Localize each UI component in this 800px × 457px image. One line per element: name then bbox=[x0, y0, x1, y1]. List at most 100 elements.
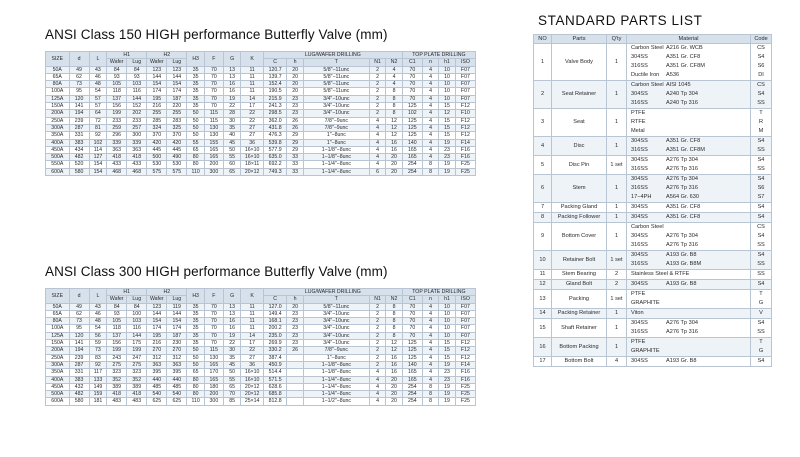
table-cell: 10 bbox=[438, 309, 456, 319]
table-cell: 3/4"−10unc bbox=[302, 317, 370, 326]
material-spec: A240 Tp 316 bbox=[666, 100, 698, 106]
table-cell: 11 bbox=[240, 317, 264, 326]
header-c: C bbox=[262, 295, 288, 304]
table-cell: 7/8"−9unc bbox=[302, 346, 370, 355]
table-cell: 255 bbox=[146, 109, 168, 118]
table-cell: 20×12 bbox=[240, 390, 264, 399]
part-number: 14 bbox=[533, 308, 552, 319]
table-cell: 4 bbox=[368, 368, 387, 377]
table-cell: 199 bbox=[106, 109, 128, 118]
material-name: 304SS bbox=[631, 138, 648, 144]
header-n: n bbox=[421, 295, 440, 304]
part-qty: 1 set bbox=[606, 250, 627, 270]
table-cell: 144 bbox=[166, 72, 188, 82]
table-cell: 125 bbox=[401, 102, 423, 111]
part-qty: 1 bbox=[606, 212, 627, 223]
material-name: 304SS bbox=[631, 157, 648, 163]
table-cell: 18×11 bbox=[240, 160, 264, 169]
table-cell: 35 bbox=[186, 65, 205, 74]
table-cell: 125 bbox=[401, 346, 423, 355]
table-cell: 130 bbox=[203, 353, 224, 362]
table-cell: 254 bbox=[401, 390, 423, 399]
table-cell: 154 bbox=[88, 167, 108, 177]
table-cell: 514.4 bbox=[262, 368, 288, 377]
header-lug: Lug bbox=[126, 58, 148, 67]
table-cell: 70 bbox=[401, 80, 423, 89]
table-cell: 84 bbox=[126, 302, 148, 311]
table-cell: 127.0 bbox=[262, 302, 288, 311]
table-cell: 55 bbox=[222, 375, 242, 384]
table-row: 80A 73 48 105 103 154 154 35 70 16 11 152.4 20 5/8"−1… bbox=[45, 80, 477, 89]
table-cell: 12 bbox=[385, 131, 403, 140]
table-cell: 46 bbox=[88, 72, 108, 82]
table-cell: 500A bbox=[45, 390, 70, 399]
material-line: Stainless Steel & RTFE bbox=[631, 271, 748, 279]
table-cell: 70 bbox=[401, 317, 423, 326]
table-cell: 1−1/8"−8unc bbox=[302, 145, 370, 155]
table-row: 600A 580 181 483 483 625 625 110 300 85 25×14 812.8… bbox=[45, 397, 477, 406]
table-cell: 13 bbox=[222, 302, 242, 311]
table-cell: 81 bbox=[88, 123, 108, 133]
table-cell: 8 bbox=[421, 390, 440, 399]
material-line: 304SS A240 Tp 304 bbox=[631, 90, 748, 99]
table-row: 250A 239 83 243 247 312 312 50 130 35 27 387.4 1"−8u… bbox=[45, 353, 477, 362]
header-d: d bbox=[68, 288, 90, 304]
table-cell: 8 bbox=[421, 382, 440, 392]
table-cell: F12 bbox=[454, 339, 477, 348]
part-number: 10 bbox=[533, 250, 552, 270]
part-number: 15 bbox=[533, 318, 552, 338]
table-cell: 16 bbox=[385, 138, 403, 147]
class300-table-body: 50A 49 43 84 84 123 119 35 70 13 11 127.0 20 5/8"−11u… bbox=[45, 302, 477, 406]
table-cell: 50 bbox=[186, 353, 205, 362]
material-line: 316SS A276 Tp 316 bbox=[631, 165, 748, 174]
table-row: 50A 49 43 84 84 123 119 35 70 13 11 127.0 20 5/8"−11u… bbox=[45, 302, 477, 311]
material-code: SS bbox=[757, 242, 765, 248]
part-name: Packing Gland bbox=[551, 202, 607, 213]
table-cell: 440 bbox=[146, 375, 168, 384]
material-code: S4 bbox=[757, 233, 765, 239]
part-material: 304SS A351 Gr. CF8 316SS A351 Gr. CF8M bbox=[626, 136, 751, 156]
header-h1: H1 bbox=[106, 287, 148, 297]
material-spec: A276 Tp 304 bbox=[666, 320, 698, 326]
table-cell: 3/4"−10unc bbox=[302, 94, 370, 104]
header-n1: N1 bbox=[368, 58, 387, 67]
table-cell: 70 bbox=[401, 87, 423, 96]
part-name: Seat bbox=[551, 108, 607, 137]
header-size: SIZE bbox=[45, 288, 70, 304]
table-cell: 55 bbox=[186, 138, 205, 147]
header-lug-drilling: LUG/WAFER DRILLING bbox=[262, 287, 403, 297]
parts-row: 12 Gland Bolt 2 304SS A193 Gr. B8 S4 bbox=[533, 279, 772, 290]
table-row: 600A 580 154 468 468 575 575 110 300 65 20×12 749.3… bbox=[45, 167, 477, 177]
part-code: CS S4 SS bbox=[750, 222, 772, 251]
table-cell: 4 bbox=[421, 109, 440, 118]
material-spec: A276 Tp 316 bbox=[666, 166, 698, 172]
table-cell: 580 bbox=[68, 167, 90, 177]
part-material: PTFE RTFE Metal bbox=[626, 108, 751, 137]
table-cell: 100A bbox=[45, 87, 70, 96]
part-name: Packing bbox=[551, 289, 607, 309]
header-h2: H2 bbox=[146, 287, 188, 297]
table-cell: 1−1/4"−8unc bbox=[302, 167, 370, 177]
table-cell: 812.8 bbox=[262, 397, 288, 406]
parts-list-table: NO Parts Q'ty Material Code 1 Valve Body 1… bbox=[533, 34, 772, 367]
material-line: GRAPHITE bbox=[631, 299, 748, 308]
table-cell: 72 bbox=[88, 116, 108, 125]
part-number: 4 bbox=[533, 136, 552, 156]
class150-title: ANSI Class 150 HIGH performance Butterfl… bbox=[45, 27, 388, 42]
material-name: 304SS bbox=[631, 233, 648, 239]
table-cell: 10 bbox=[438, 94, 456, 104]
table-cell: 10 bbox=[438, 65, 456, 74]
table-cell: 57 bbox=[88, 94, 108, 104]
table-cell: F12 bbox=[454, 131, 477, 140]
table-cell: 195 bbox=[146, 331, 168, 341]
table-cell: F07 bbox=[454, 72, 477, 82]
material-name: PTFE bbox=[631, 110, 646, 116]
material-spec: A351 Gr. CF8 bbox=[666, 138, 701, 144]
table-cell: 540 bbox=[146, 390, 168, 399]
material-code: S4 bbox=[757, 214, 765, 220]
parts-row: 9 Bottom Cover 1 Carbon Steel 304SS A276 Tp 3… bbox=[533, 222, 772, 251]
material-code: SS bbox=[757, 329, 765, 335]
table-cell: 35 bbox=[186, 87, 205, 96]
table-cell: 20×12 bbox=[240, 167, 264, 177]
